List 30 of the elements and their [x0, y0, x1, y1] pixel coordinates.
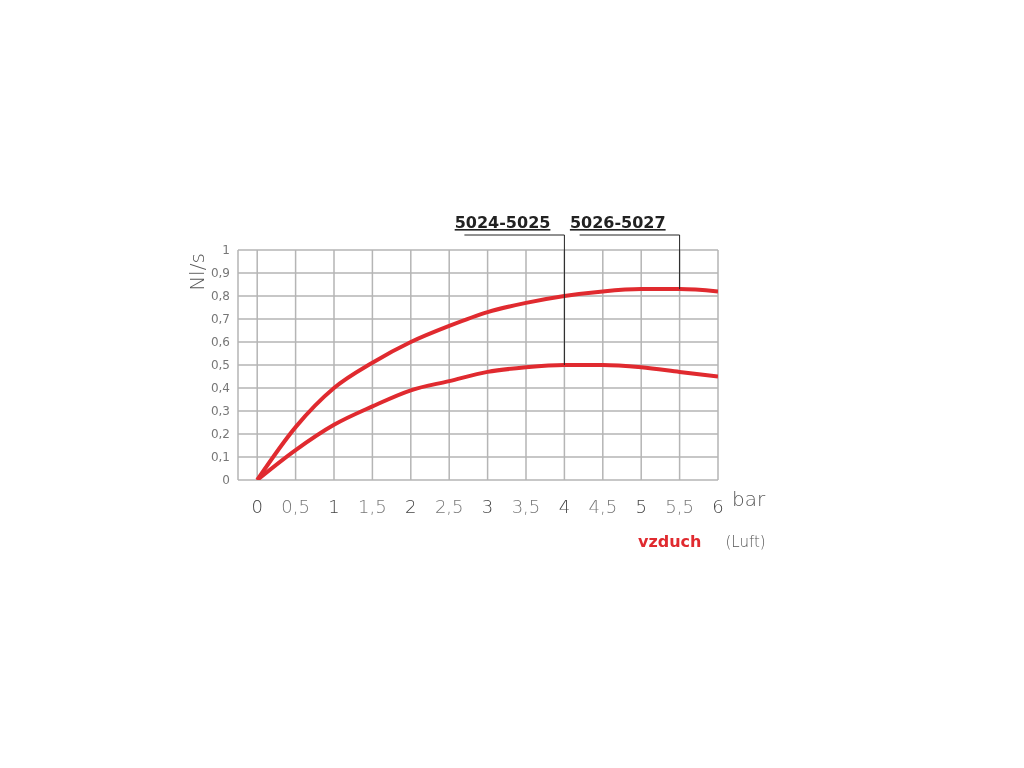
x-tick-label: 0 — [251, 495, 263, 517]
x-tick-label: 1 — [328, 495, 340, 517]
y-tick-label: 1 — [222, 243, 230, 258]
x-axis-title: bar — [732, 487, 766, 511]
text: (Luft) — [725, 533, 766, 551]
x-tick-label: 3 — [481, 495, 494, 517]
text: vzduch — [638, 532, 702, 551]
text: 5024-5025 — [454, 213, 551, 232]
y-tick-label: 0 — [222, 473, 230, 488]
y-tick-label: 0,4 — [210, 381, 230, 396]
y-tick-label: 0,8 — [210, 289, 230, 304]
x-tick-label: 0,5 — [281, 495, 310, 517]
x-tick-label: 3,5 — [511, 495, 541, 517]
text: 5026-5027 — [569, 213, 666, 232]
y-tick-label: 0,5 — [210, 358, 230, 373]
x-tick-label: 2,5 — [434, 495, 464, 517]
y-axis-title: Nl/s — [185, 253, 209, 291]
x-tick-label: 5 — [635, 495, 647, 517]
x-tick-label: 5,5 — [665, 495, 694, 517]
y-tick-label: 0,6 — [210, 335, 230, 350]
x-tick-label: 2 — [405, 495, 417, 517]
y-tick-label: 0,7 — [210, 312, 230, 327]
y-tick-label: 0,2 — [210, 427, 230, 442]
y-tick-label: 0,9 — [210, 266, 230, 281]
x-tick-label: 6 — [712, 495, 724, 517]
y-tick-label: 0,3 — [210, 404, 230, 419]
x-tick-label: 4 — [558, 495, 571, 517]
y-tick-label: 0,1 — [210, 450, 230, 465]
x-tick-label: 4,5 — [588, 495, 618, 517]
x-tick-label: 1,5 — [358, 495, 387, 517]
